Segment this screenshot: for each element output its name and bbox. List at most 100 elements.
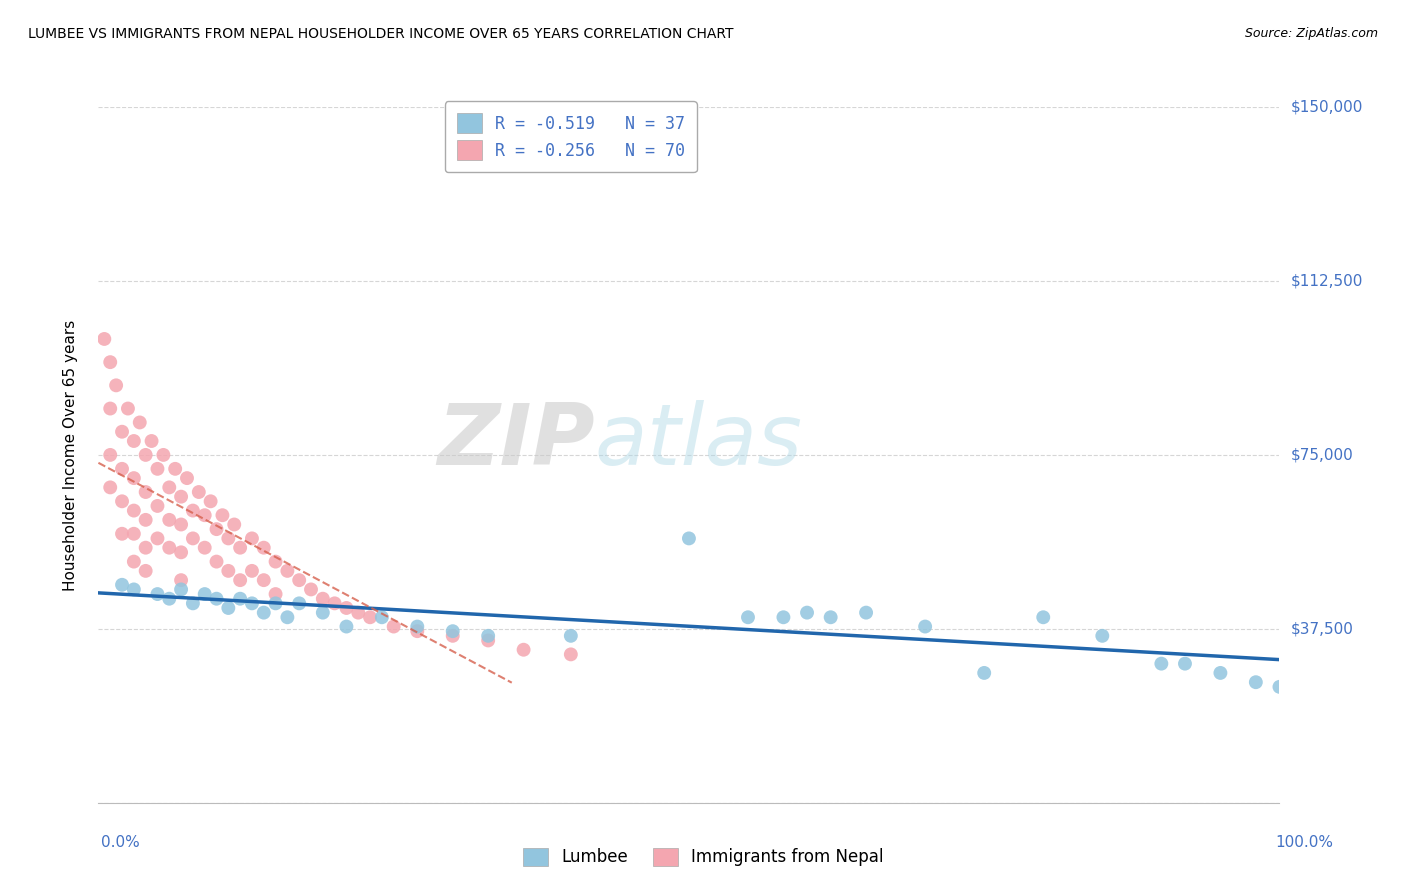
Point [240, 596, 263, 610]
Point [264, 555, 287, 569]
Point [264, 587, 287, 601]
Point [477, 633, 499, 648]
Point [157, 591, 180, 606]
Point [187, 485, 209, 500]
Point [217, 564, 239, 578]
Point [211, 508, 233, 523]
Point [855, 606, 877, 620]
Text: 0.0%: 0.0% [101, 836, 141, 850]
Point [253, 541, 276, 555]
Text: ZIP: ZIP [437, 400, 595, 483]
Point [194, 508, 217, 523]
Point [217, 532, 239, 546]
Point [170, 573, 193, 587]
Point [157, 541, 180, 555]
Point [122, 582, 145, 597]
Text: 100.0%: 100.0% [1275, 836, 1333, 850]
Point [1174, 657, 1197, 671]
Point [914, 619, 936, 633]
Point [240, 564, 263, 578]
Point [229, 573, 252, 587]
Point [205, 522, 228, 536]
Point [135, 513, 157, 527]
Legend: Lumbee, Immigrants from Nepal: Lumbee, Immigrants from Nepal [515, 839, 891, 875]
Point [1209, 665, 1232, 680]
Point [264, 596, 287, 610]
Point [772, 610, 794, 624]
Point [441, 624, 464, 639]
Point [135, 448, 157, 462]
Point [335, 601, 357, 615]
Point [200, 494, 222, 508]
Text: $150,000: $150,000 [1291, 100, 1362, 114]
Point [253, 573, 276, 587]
Point [181, 596, 204, 610]
Point [111, 462, 134, 476]
Point [165, 462, 187, 476]
Point [1150, 657, 1173, 671]
Point [477, 629, 499, 643]
Point [122, 434, 145, 448]
Text: $75,000: $75,000 [1291, 448, 1354, 462]
Point [146, 587, 169, 601]
Text: atlas: atlas [595, 400, 803, 483]
Point [170, 582, 193, 597]
Point [111, 526, 134, 541]
Point [105, 378, 128, 392]
Point [98, 448, 121, 462]
Point [973, 665, 995, 680]
Point [217, 601, 239, 615]
Point [135, 485, 157, 500]
Point [181, 532, 204, 546]
Point [170, 545, 193, 559]
Point [146, 532, 169, 546]
Point [194, 541, 217, 555]
Point [170, 490, 193, 504]
Point [111, 494, 134, 508]
Point [93, 332, 115, 346]
Point [1244, 675, 1267, 690]
Point [288, 573, 311, 587]
Point [176, 471, 198, 485]
Point [111, 425, 134, 439]
Point [560, 629, 582, 643]
Point [146, 462, 169, 476]
Point [157, 513, 180, 527]
Point [181, 503, 204, 517]
Point [312, 606, 335, 620]
Point [117, 401, 139, 416]
Point [371, 610, 394, 624]
Point [122, 555, 145, 569]
Text: $37,500: $37,500 [1291, 622, 1354, 636]
Point [441, 629, 464, 643]
Point [224, 517, 246, 532]
Point [240, 532, 263, 546]
Point [359, 610, 381, 624]
Y-axis label: Householder Income Over 65 years: Householder Income Over 65 years [63, 319, 77, 591]
Point [299, 582, 322, 597]
Point [276, 564, 298, 578]
Point [335, 619, 357, 633]
Point [135, 541, 157, 555]
Point [347, 606, 370, 620]
Point [194, 587, 217, 601]
Point [205, 591, 228, 606]
Point [205, 555, 228, 569]
Point [1268, 680, 1291, 694]
Point [796, 606, 818, 620]
Point [98, 355, 121, 369]
Point [406, 624, 429, 639]
Legend: R = -0.519   N = 37, R = -0.256   N = 70: R = -0.519 N = 37, R = -0.256 N = 70 [446, 102, 696, 172]
Point [98, 401, 121, 416]
Point [253, 606, 276, 620]
Point [229, 591, 252, 606]
Point [229, 541, 252, 555]
Text: LUMBEE VS IMMIGRANTS FROM NEPAL HOUSEHOLDER INCOME OVER 65 YEARS CORRELATION CHA: LUMBEE VS IMMIGRANTS FROM NEPAL HOUSEHOL… [28, 27, 734, 41]
Point [382, 619, 405, 633]
Point [560, 648, 582, 662]
Point [157, 480, 180, 494]
Point [820, 610, 842, 624]
Point [323, 596, 346, 610]
Point [170, 517, 193, 532]
Point [288, 596, 311, 610]
